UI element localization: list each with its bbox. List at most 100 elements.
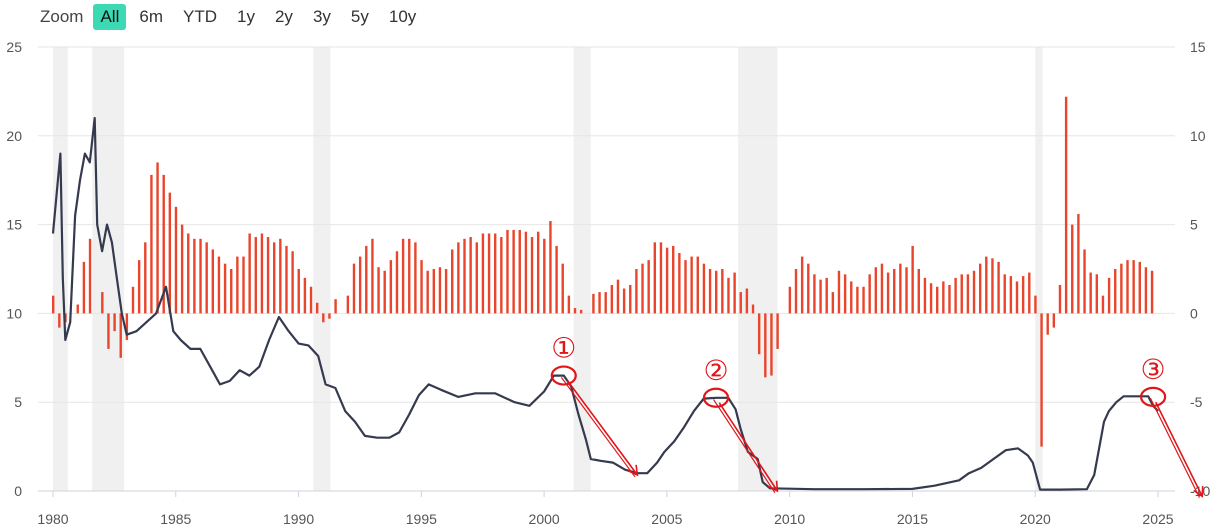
- change-bar: [721, 269, 724, 314]
- change-bar: [469, 237, 472, 314]
- change-bar: [52, 295, 55, 314]
- change-bar: [150, 174, 153, 314]
- zoom-1y-button[interactable]: 1y: [237, 7, 255, 26]
- y-left-tick-label: 15: [6, 217, 22, 233]
- change-bar: [536, 231, 540, 314]
- axis-ticks: 1980 1985 1990 1995 2000 2005 2010 2015 2020 2025…: [6, 39, 1210, 527]
- change-bar: [1003, 274, 1006, 314]
- change-bar: [893, 269, 896, 314]
- change-bar: [733, 272, 736, 314]
- change-bar: [457, 242, 460, 314]
- change-bar: [506, 229, 509, 314]
- change-bar: [696, 256, 699, 314]
- y-left-tick-label: 25: [6, 39, 22, 55]
- change-bar: [911, 245, 914, 314]
- recession-band: [738, 47, 778, 491]
- change-bar: [389, 260, 393, 314]
- change-bar: [800, 256, 804, 314]
- change-bar: [929, 283, 933, 314]
- change-bar: [125, 313, 129, 341]
- change-bar: [211, 249, 215, 314]
- change-bar: [512, 229, 515, 314]
- x-tick-label: 2010: [774, 511, 805, 527]
- change-bar: [1095, 274, 1099, 314]
- change-bar: [432, 269, 436, 314]
- y-right-tick-label: 10: [1190, 128, 1206, 144]
- change-bar: [794, 269, 798, 314]
- change-bar: [610, 284, 614, 314]
- change-bar: [684, 260, 687, 314]
- change-bar: [573, 308, 577, 314]
- change-bar: [555, 245, 558, 314]
- change-bar: [279, 238, 282, 314]
- change-bar: [543, 238, 546, 314]
- recession-band: [313, 47, 331, 491]
- change-bar: [420, 260, 423, 314]
- annotation-arrow: [718, 402, 779, 493]
- change-bar: [518, 229, 521, 314]
- change-bar: [862, 286, 865, 314]
- change-bar: [966, 274, 970, 314]
- change-bar: [401, 238, 405, 314]
- change-bar: [764, 313, 767, 378]
- zoom-10y-button[interactable]: 10y: [388, 7, 417, 26]
- annotation-arrow-outline: [712, 399, 776, 493]
- zoom-3y-button[interactable]: 3y: [312, 7, 331, 26]
- change-bar: [745, 288, 749, 314]
- change-bar: [266, 237, 270, 314]
- annotation-arrow: [1155, 401, 1204, 498]
- change-bar: [328, 313, 331, 319]
- change-bar: [629, 284, 632, 314]
- change-bar: [487, 233, 491, 314]
- change-bar: [248, 233, 251, 314]
- gridlines: [38, 46, 1175, 492]
- change-bar: [463, 238, 466, 314]
- change-bar: [358, 256, 362, 314]
- change-bar: [727, 277, 730, 314]
- zoom-6m-button[interactable]: 6m: [139, 7, 163, 26]
- zoom-label: Zoom: [40, 7, 84, 26]
- change-bar: [383, 270, 386, 314]
- change-bar: [162, 174, 165, 314]
- change-bar: [1114, 269, 1117, 314]
- change-bar: [978, 263, 982, 314]
- change-bar: [635, 269, 638, 314]
- x-tick-label: 2005: [651, 511, 682, 527]
- change-bar: [1083, 249, 1086, 314]
- annotation-number: ①: [551, 332, 576, 365]
- change-bar: [1034, 295, 1037, 314]
- change-bar: [942, 281, 945, 314]
- zoom-all-button[interactable]: All: [93, 4, 127, 30]
- x-tick-label: 2025: [1142, 511, 1173, 527]
- change-bar: [843, 274, 847, 314]
- zoom-2y-button[interactable]: 2y: [274, 7, 293, 26]
- change-bar: [254, 237, 257, 314]
- change-bar: [905, 267, 908, 314]
- change-bar: [1009, 276, 1013, 314]
- change-bar: [168, 192, 172, 314]
- change-bar: [936, 286, 939, 314]
- change-bar: [291, 251, 294, 314]
- recession-bands: [53, 47, 1043, 491]
- x-tick-label: 2000: [529, 511, 560, 527]
- change-bar: [1046, 313, 1049, 335]
- change-bar: [242, 256, 245, 314]
- change-bar: [1132, 260, 1135, 314]
- change-bar: [144, 242, 147, 314]
- change-bar: [395, 251, 399, 314]
- change-bar: [524, 231, 528, 314]
- change-bar: [659, 242, 663, 314]
- change-bar: [647, 260, 650, 314]
- x-tick-label: 2020: [1020, 511, 1051, 527]
- zoom-ytd-button[interactable]: YTD: [183, 7, 217, 26]
- change-bar: [757, 313, 761, 355]
- change-bar: [303, 277, 307, 314]
- change-bar: [481, 233, 485, 314]
- change-bar: [113, 313, 116, 332]
- recession-band: [92, 47, 125, 491]
- zoom-5y-button[interactable]: 5y: [350, 7, 369, 26]
- change-bar: [315, 302, 319, 314]
- change-bar: [1107, 277, 1111, 314]
- change-bar: [414, 242, 417, 314]
